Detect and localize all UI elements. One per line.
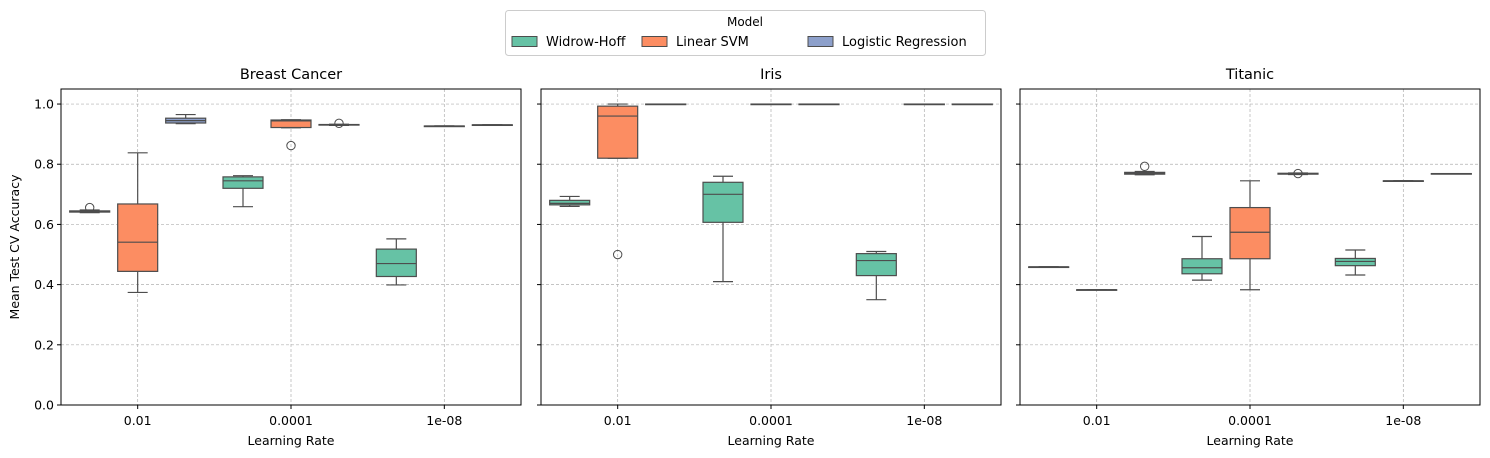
box-widrow-hoff-0.01 [69,202,111,214]
panel-frame [1019,88,1481,406]
box-iqr [549,199,591,206]
x-tick-label: 1e-08 [1385,413,1421,428]
x-tick-label: 0.0001 [1228,413,1272,428]
box-widrow-hoff-1e-08 [1334,249,1376,276]
box-iqr [222,176,264,189]
y-tick-label: 0.8 [34,157,54,172]
panel-title: Iris [760,67,782,83]
box-outlier [334,118,344,129]
box-iqr [702,181,744,223]
y-tick-label: 0.0 [34,398,54,413]
box-widrow-hoff-0.01 [549,195,591,207]
y-axis-label: Mean Test CV Accuracy [7,174,22,320]
box-outlier [84,202,95,213]
x-tick-label: 1e-08 [426,413,462,428]
box-logistic-regression-0.01 [645,103,687,106]
x-tick-label: 0.01 [124,413,152,428]
x-tick-label: 0.01 [604,413,632,428]
legend-label: Logistic Regression [842,35,967,50]
legend-label: Widrow-Hoff [546,35,626,50]
x-tick-label: 0.0001 [269,413,313,428]
panel-title: Titanic [1225,67,1274,83]
box-logistic-regression-0.0001 [1277,168,1319,179]
box-outlier [1293,168,1303,179]
box-iqr [1229,206,1271,260]
box-iqr [117,203,159,272]
box-linear-svm-1e-08 [423,125,465,128]
panel-titanic: 0.01 0.0001 1e-08 Titanic Learning Rate [1016,67,1481,448]
box-linear-svm-0.0001 [750,103,792,106]
box-logistic-regression-0.01 [1124,161,1166,176]
x-tick-label: 1e-08 [906,413,942,428]
box-linear-svm-0.01 [1076,289,1118,291]
box-logistic-regression-0.0001 [318,118,360,129]
x-tick-label: 0.0001 [749,413,793,428]
box-widrow-hoff-0.01 [1028,266,1070,269]
panel-breast-cancer: 0.0 0.2 0.4 0.6 0.8 1.0 0.01 0.0001 1e-08 Breast … [34,67,522,448]
box-outlier [612,249,623,260]
box-linear-svm-0.01 [117,152,159,294]
box-widrow-hoff-1e-08 [855,250,897,301]
box-linear-svm-0.01 [597,103,639,260]
box-iqr [375,248,417,278]
legend-label: Linear SVM [676,35,749,50]
box-linear-svm-0.0001 [270,119,312,151]
panel-iris: 0.01 0.0001 1e-08 Iris Learning Rate [537,67,1002,448]
legend-swatch [641,36,668,47]
box-widrow-hoff-0.0001 [222,175,264,208]
legend-frame [505,10,986,56]
x-axis-label: Learning Rate [1207,433,1294,448]
panel-frame [540,88,1002,406]
box-iqr [270,119,312,129]
panel-frame [60,88,522,406]
x-axis-label: Learning Rate [728,433,815,448]
box-iqr [597,105,639,159]
box-logistic-regression-0.0001 [798,103,840,106]
box-logistic-regression-1e-08 [471,124,513,127]
box-logistic-regression-0.01 [165,113,207,125]
box-linear-svm-1e-08 [903,103,945,106]
x-tick-label: 0.01 [1083,413,1111,428]
box-logistic-regression-1e-08 [1430,172,1472,175]
y-tick-label: 0.2 [34,337,54,352]
box-iqr [855,253,897,277]
y-tick-label: 1.0 [34,97,54,112]
box-logistic-regression-1e-08 [951,103,993,106]
y-tick-label: 0.6 [34,217,54,232]
panel-title: Breast Cancer [240,67,342,83]
legend-swatch [511,36,538,47]
x-axis-label: Learning Rate [248,433,335,448]
box-iqr [1334,257,1376,267]
box-linear-svm-0.0001 [1229,180,1271,291]
y-tick-label: 0.4 [34,277,54,292]
box-outlier [286,140,296,151]
box-widrow-hoff-1e-08 [375,238,417,286]
legend: Model Widrow-Hoff Linear SVM Logistic Regr… [505,10,986,56]
box-widrow-hoff-0.0001 [1181,235,1223,281]
box-linear-svm-1e-08 [1382,180,1424,182]
box-iqr [1181,258,1223,275]
legend-title: Model [727,15,763,29]
box-widrow-hoff-0.0001 [702,175,744,283]
box-outlier [1139,161,1150,172]
legend-swatch [807,36,834,47]
